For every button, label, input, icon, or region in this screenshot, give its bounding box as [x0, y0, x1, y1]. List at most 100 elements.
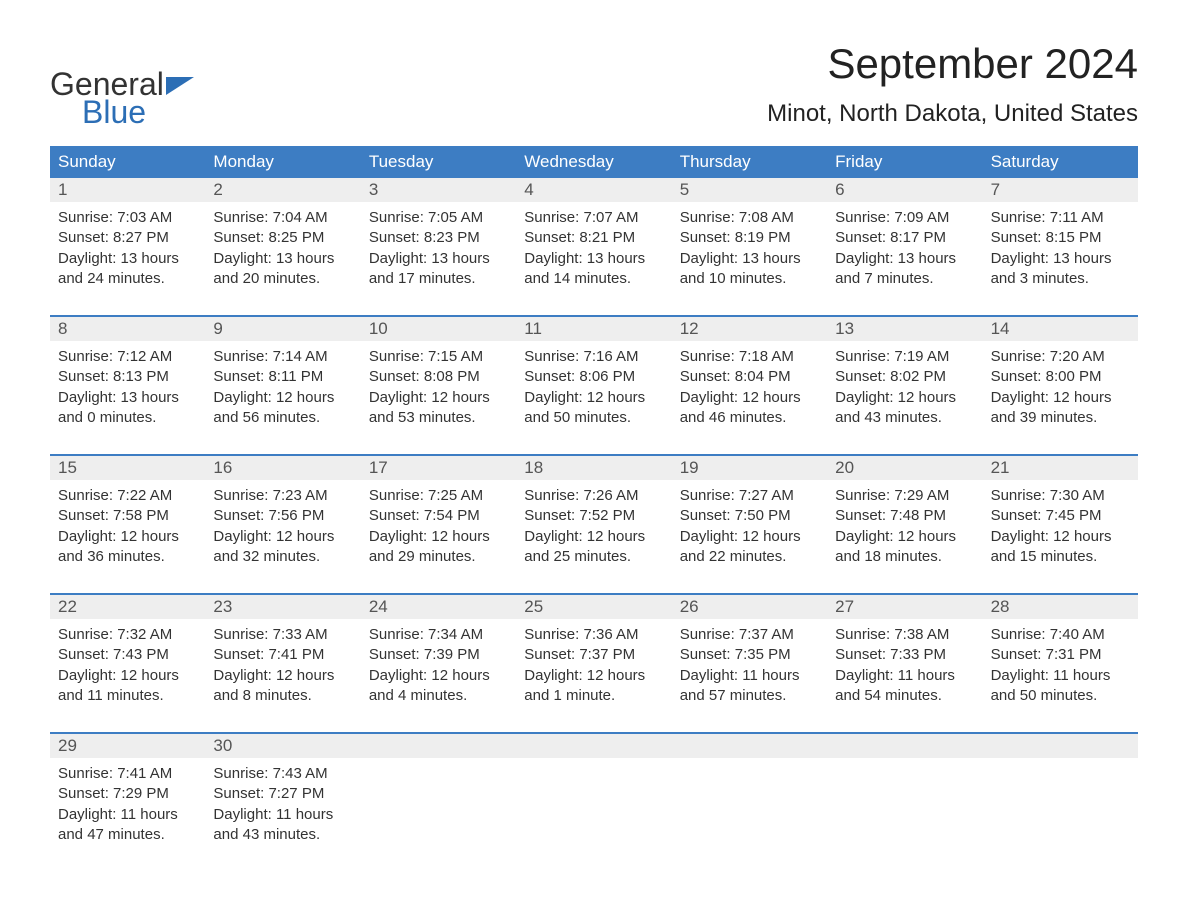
sunrise-text: Sunrise: 7:11 AM [991, 208, 1130, 228]
day-cell: Sunrise: 7:40 AMSunset: 7:31 PMDaylight:… [983, 619, 1138, 716]
day-cell: Sunrise: 7:14 AMSunset: 8:11 PMDaylight:… [205, 341, 360, 438]
sunset-text: Sunset: 8:25 PM [213, 228, 352, 248]
day-number-row: 22232425262728 [50, 595, 1138, 619]
daylight-text: Daylight: 11 hours and 50 minutes. [991, 666, 1130, 707]
day-number: 17 [361, 456, 516, 480]
daylight-text: Daylight: 12 hours and 39 minutes. [991, 388, 1130, 429]
sunset-text: Sunset: 7:35 PM [680, 645, 819, 665]
sunrise-text: Sunrise: 7:18 AM [680, 347, 819, 367]
day-body-row: Sunrise: 7:32 AMSunset: 7:43 PM Daylight:… [50, 619, 1138, 716]
day-cell: Sunrise: 7:08 AMSunset: 8:19 PMDaylight:… [672, 202, 827, 299]
sunset-text: Sunset: 8:21 PM [524, 228, 663, 248]
day-number-row: 891011121314 [50, 317, 1138, 341]
sunset-text: Sunset: 7:52 PM [524, 506, 663, 526]
brand-logo: General Blue [50, 68, 194, 128]
day-number: 25 [516, 595, 671, 619]
sunset-text: Sunset: 7:29 PM [58, 784, 197, 804]
sunset-text: Sunset: 8:17 PM [835, 228, 974, 248]
calendar-week: 22232425262728Sunrise: 7:32 AMSunset: 7:… [50, 593, 1138, 716]
daylight-text: Daylight: 12 hours and 18 minutes. [835, 527, 974, 568]
day-cell: Sunrise: 7:12 AMSunset: 8:13 PMDaylight:… [50, 341, 205, 438]
sunset-text: Sunset: 8:11 PM [213, 367, 352, 387]
daylight-text: Daylight: 13 hours and 24 minutes. [58, 249, 197, 290]
daylight-text: Daylight: 11 hours and 54 minutes. [835, 666, 974, 707]
day-number: 7 [983, 178, 1138, 202]
day-number: 26 [672, 595, 827, 619]
sunrise-text: Sunrise: 7:32 AM [58, 625, 197, 645]
day-cell: Sunrise: 7:32 AMSunset: 7:43 PMDaylight:… [50, 619, 205, 716]
day-cell: Sunrise: 7:33 AMSunset: 7:41 PMDaylight:… [205, 619, 360, 716]
daylight-text: Daylight: 11 hours and 47 minutes. [58, 805, 197, 846]
day-of-week-cell: Saturday [983, 146, 1138, 178]
day-cell: Sunrise: 7:04 AMSunset: 8:25 PMDaylight:… [205, 202, 360, 299]
sunset-text: Sunset: 8:19 PM [680, 228, 819, 248]
sunrise-text: Sunrise: 7:37 AM [680, 625, 819, 645]
sunrise-text: Sunrise: 7:25 AM [369, 486, 508, 506]
day-cell: Sunrise: 7:03 AMSunset: 8:27 PMDaylight:… [50, 202, 205, 299]
day-number: 8 [50, 317, 205, 341]
day-number: 22 [50, 595, 205, 619]
day-number: 16 [205, 456, 360, 480]
day-of-week-cell: Friday [827, 146, 982, 178]
day-number: 28 [983, 595, 1138, 619]
day-number-row: 2930 [50, 734, 1138, 758]
calendar-week: 2930 Sunrise: 7:41 AMSunset: 7:29 PMDayli… [50, 732, 1138, 855]
sunset-text: Sunset: 8:27 PM [58, 228, 197, 248]
sunset-text: Sunset: 7:27 PM [213, 784, 352, 804]
daylight-text: Daylight: 11 hours and 57 minutes. [680, 666, 819, 707]
day-cell: Sunrise: 7:34 AMSunset: 7:39 PMDaylight:… [361, 619, 516, 716]
day-body-row: Sunrise: 7:03 AMSunset: 8:27 PMDaylight:… [50, 202, 1138, 299]
header-row: General Blue September 2024 Minot, North… [50, 40, 1138, 128]
sunset-text: Sunset: 7:43 PM [58, 645, 197, 665]
day-cell: Sunrise: 7:43 AMSunset: 7:27 PMDaylight:… [205, 758, 360, 855]
day-of-week-cell: Wednesday [516, 146, 671, 178]
day-number: 6 [827, 178, 982, 202]
calendar: SundayMondayTuesdayWednesdayThursdayFrid… [50, 146, 1138, 855]
daylight-text: Daylight: 12 hours and 25 minutes. [524, 527, 663, 568]
sunset-text: Sunset: 8:02 PM [835, 367, 974, 387]
day-cell: Sunrise: 7:29 AMSunset: 7:48 PMDaylight:… [827, 480, 982, 577]
day-cell [361, 758, 516, 855]
sunrise-text: Sunrise: 7:38 AM [835, 625, 974, 645]
daylight-text: Daylight: 12 hours and 43 minutes. [835, 388, 974, 429]
day-body-row: Sunrise: 7:12 AMSunset: 8:13 PMDaylight:… [50, 341, 1138, 438]
day-number: 12 [672, 317, 827, 341]
sunset-text: Sunset: 7:56 PM [213, 506, 352, 526]
day-number: 19 [672, 456, 827, 480]
sunrise-text: Sunrise: 7:05 AM [369, 208, 508, 228]
sunrise-text: Sunrise: 7:43 AM [213, 764, 352, 784]
sunset-text: Sunset: 8:15 PM [991, 228, 1130, 248]
daylight-text: Daylight: 13 hours and 10 minutes. [680, 249, 819, 290]
day-cell: Sunrise: 7:19 AMSunset: 8:02 PMDaylight:… [827, 341, 982, 438]
sunset-text: Sunset: 7:41 PM [213, 645, 352, 665]
sunrise-text: Sunrise: 7:27 AM [680, 486, 819, 506]
sunrise-text: Sunrise: 7:41 AM [58, 764, 197, 784]
day-cell: Sunrise: 7:30 AMSunset: 7:45 PMDaylight:… [983, 480, 1138, 577]
day-cell: Sunrise: 7:15 AMSunset: 8:08 PMDaylight:… [361, 341, 516, 438]
daylight-text: Daylight: 13 hours and 3 minutes. [991, 249, 1130, 290]
day-number: 5 [672, 178, 827, 202]
sunrise-text: Sunrise: 7:20 AM [991, 347, 1130, 367]
day-cell: Sunrise: 7:09 AMSunset: 8:17 PMDaylight:… [827, 202, 982, 299]
sunset-text: Sunset: 8:13 PM [58, 367, 197, 387]
day-number: 3 [361, 178, 516, 202]
day-cell: Sunrise: 7:27 AMSunset: 7:50 PMDaylight:… [672, 480, 827, 577]
day-number: 11 [516, 317, 671, 341]
daylight-text: Daylight: 12 hours and 32 minutes. [213, 527, 352, 568]
day-cell [672, 758, 827, 855]
day-number: 18 [516, 456, 671, 480]
day-number: 27 [827, 595, 982, 619]
sunset-text: Sunset: 8:08 PM [369, 367, 508, 387]
day-number: 21 [983, 456, 1138, 480]
brand-word-2: Blue [50, 96, 194, 128]
day-body-row: Sunrise: 7:22 AMSunset: 7:58 PMDaylight:… [50, 480, 1138, 577]
daylight-text: Daylight: 13 hours and 0 minutes. [58, 388, 197, 429]
day-number: 9 [205, 317, 360, 341]
day-of-week-cell: Tuesday [361, 146, 516, 178]
sunrise-text: Sunrise: 7:22 AM [58, 486, 197, 506]
day-cell: Sunrise: 7:23 AMSunset: 7:56 PMDaylight:… [205, 480, 360, 577]
day-cell: Sunrise: 7:36 AMSunset: 7:37 PMDaylight:… [516, 619, 671, 716]
day-number: 1 [50, 178, 205, 202]
sunrise-text: Sunrise: 7:07 AM [524, 208, 663, 228]
day-cell [516, 758, 671, 855]
